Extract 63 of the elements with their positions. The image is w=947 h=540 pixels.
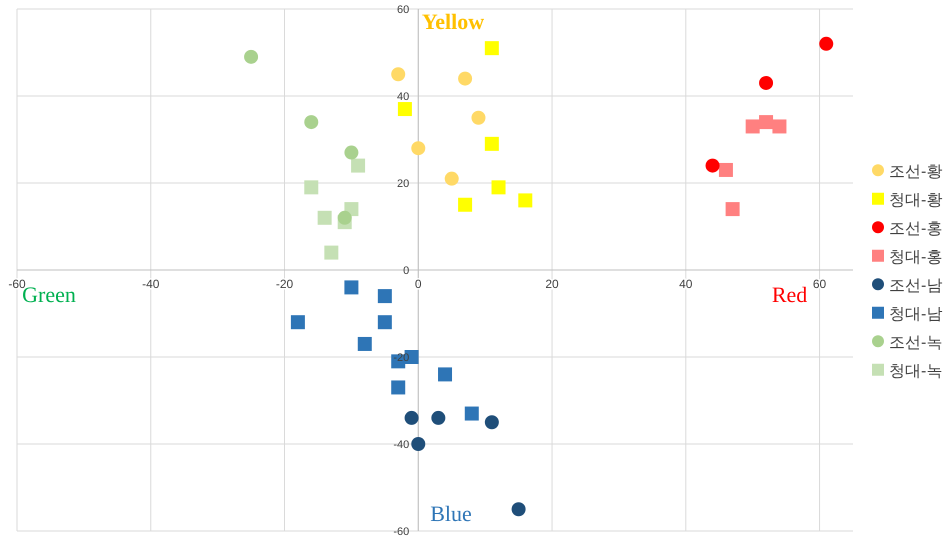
- y-tick-label: 40: [397, 91, 410, 103]
- point: [759, 76, 774, 90]
- point: [324, 246, 338, 260]
- point: [484, 136, 499, 151]
- point: [244, 50, 258, 64]
- point: [304, 115, 318, 130]
- point: [391, 380, 406, 394]
- x-tick-label: -40: [142, 277, 160, 291]
- point: [772, 119, 786, 134]
- point: [718, 162, 733, 177]
- point: [484, 415, 499, 430]
- point: [746, 119, 760, 134]
- point: [358, 336, 372, 351]
- annotation: Yellow: [422, 9, 484, 34]
- x-tick-label: 40: [679, 277, 693, 291]
- y-tick-label: 20: [397, 178, 410, 190]
- y-tick-label: 60: [397, 4, 410, 16]
- point: [378, 289, 392, 304]
- point: [344, 146, 358, 160]
- point: [458, 72, 472, 86]
- legend-label: 조선-홍: [889, 220, 942, 238]
- x-tick-label: -20: [276, 277, 294, 291]
- legend-label: 조선-남: [889, 277, 942, 294]
- legend-label: 조선-녹: [889, 334, 942, 352]
- annotation: Red: [772, 282, 808, 307]
- y-tick-label: 0: [403, 265, 410, 277]
- point: [464, 406, 479, 421]
- point: [819, 36, 834, 51]
- point: [304, 180, 318, 194]
- point: [512, 502, 526, 516]
- point: [518, 193, 532, 208]
- y-tick-label: -60: [393, 526, 410, 538]
- point: [391, 67, 406, 82]
- y-tick-label: -40: [393, 439, 410, 451]
- point: [431, 410, 446, 425]
- x-tick-label: 60: [812, 277, 827, 291]
- point: [404, 410, 419, 425]
- x-tick-label: 0: [414, 277, 422, 291]
- x-tick-label: 20: [545, 277, 560, 291]
- point: [344, 280, 358, 294]
- legend-label: 청대-황: [889, 192, 942, 209]
- legend-label: 조선-황: [889, 163, 942, 180]
- point: [471, 110, 486, 125]
- point: [318, 210, 332, 225]
- point: [378, 315, 392, 330]
- point: [290, 315, 305, 330]
- point: [484, 41, 499, 56]
- point: [398, 102, 412, 116]
- point: [492, 180, 506, 194]
- legend-label: 청대-홍: [889, 248, 942, 266]
- point: [458, 198, 472, 212]
- point: [411, 141, 426, 156]
- point: [726, 202, 740, 216]
- legend-label: 청대-남: [889, 306, 942, 323]
- y-tick-label: -20: [393, 352, 410, 364]
- point: [338, 210, 352, 225]
- point: [706, 158, 720, 173]
- annotation: Blue: [430, 501, 472, 526]
- legend-label: 청대-녹: [889, 362, 942, 380]
- point: [351, 158, 366, 173]
- point: [438, 367, 452, 382]
- point: [411, 437, 426, 451]
- point: [444, 172, 459, 186]
